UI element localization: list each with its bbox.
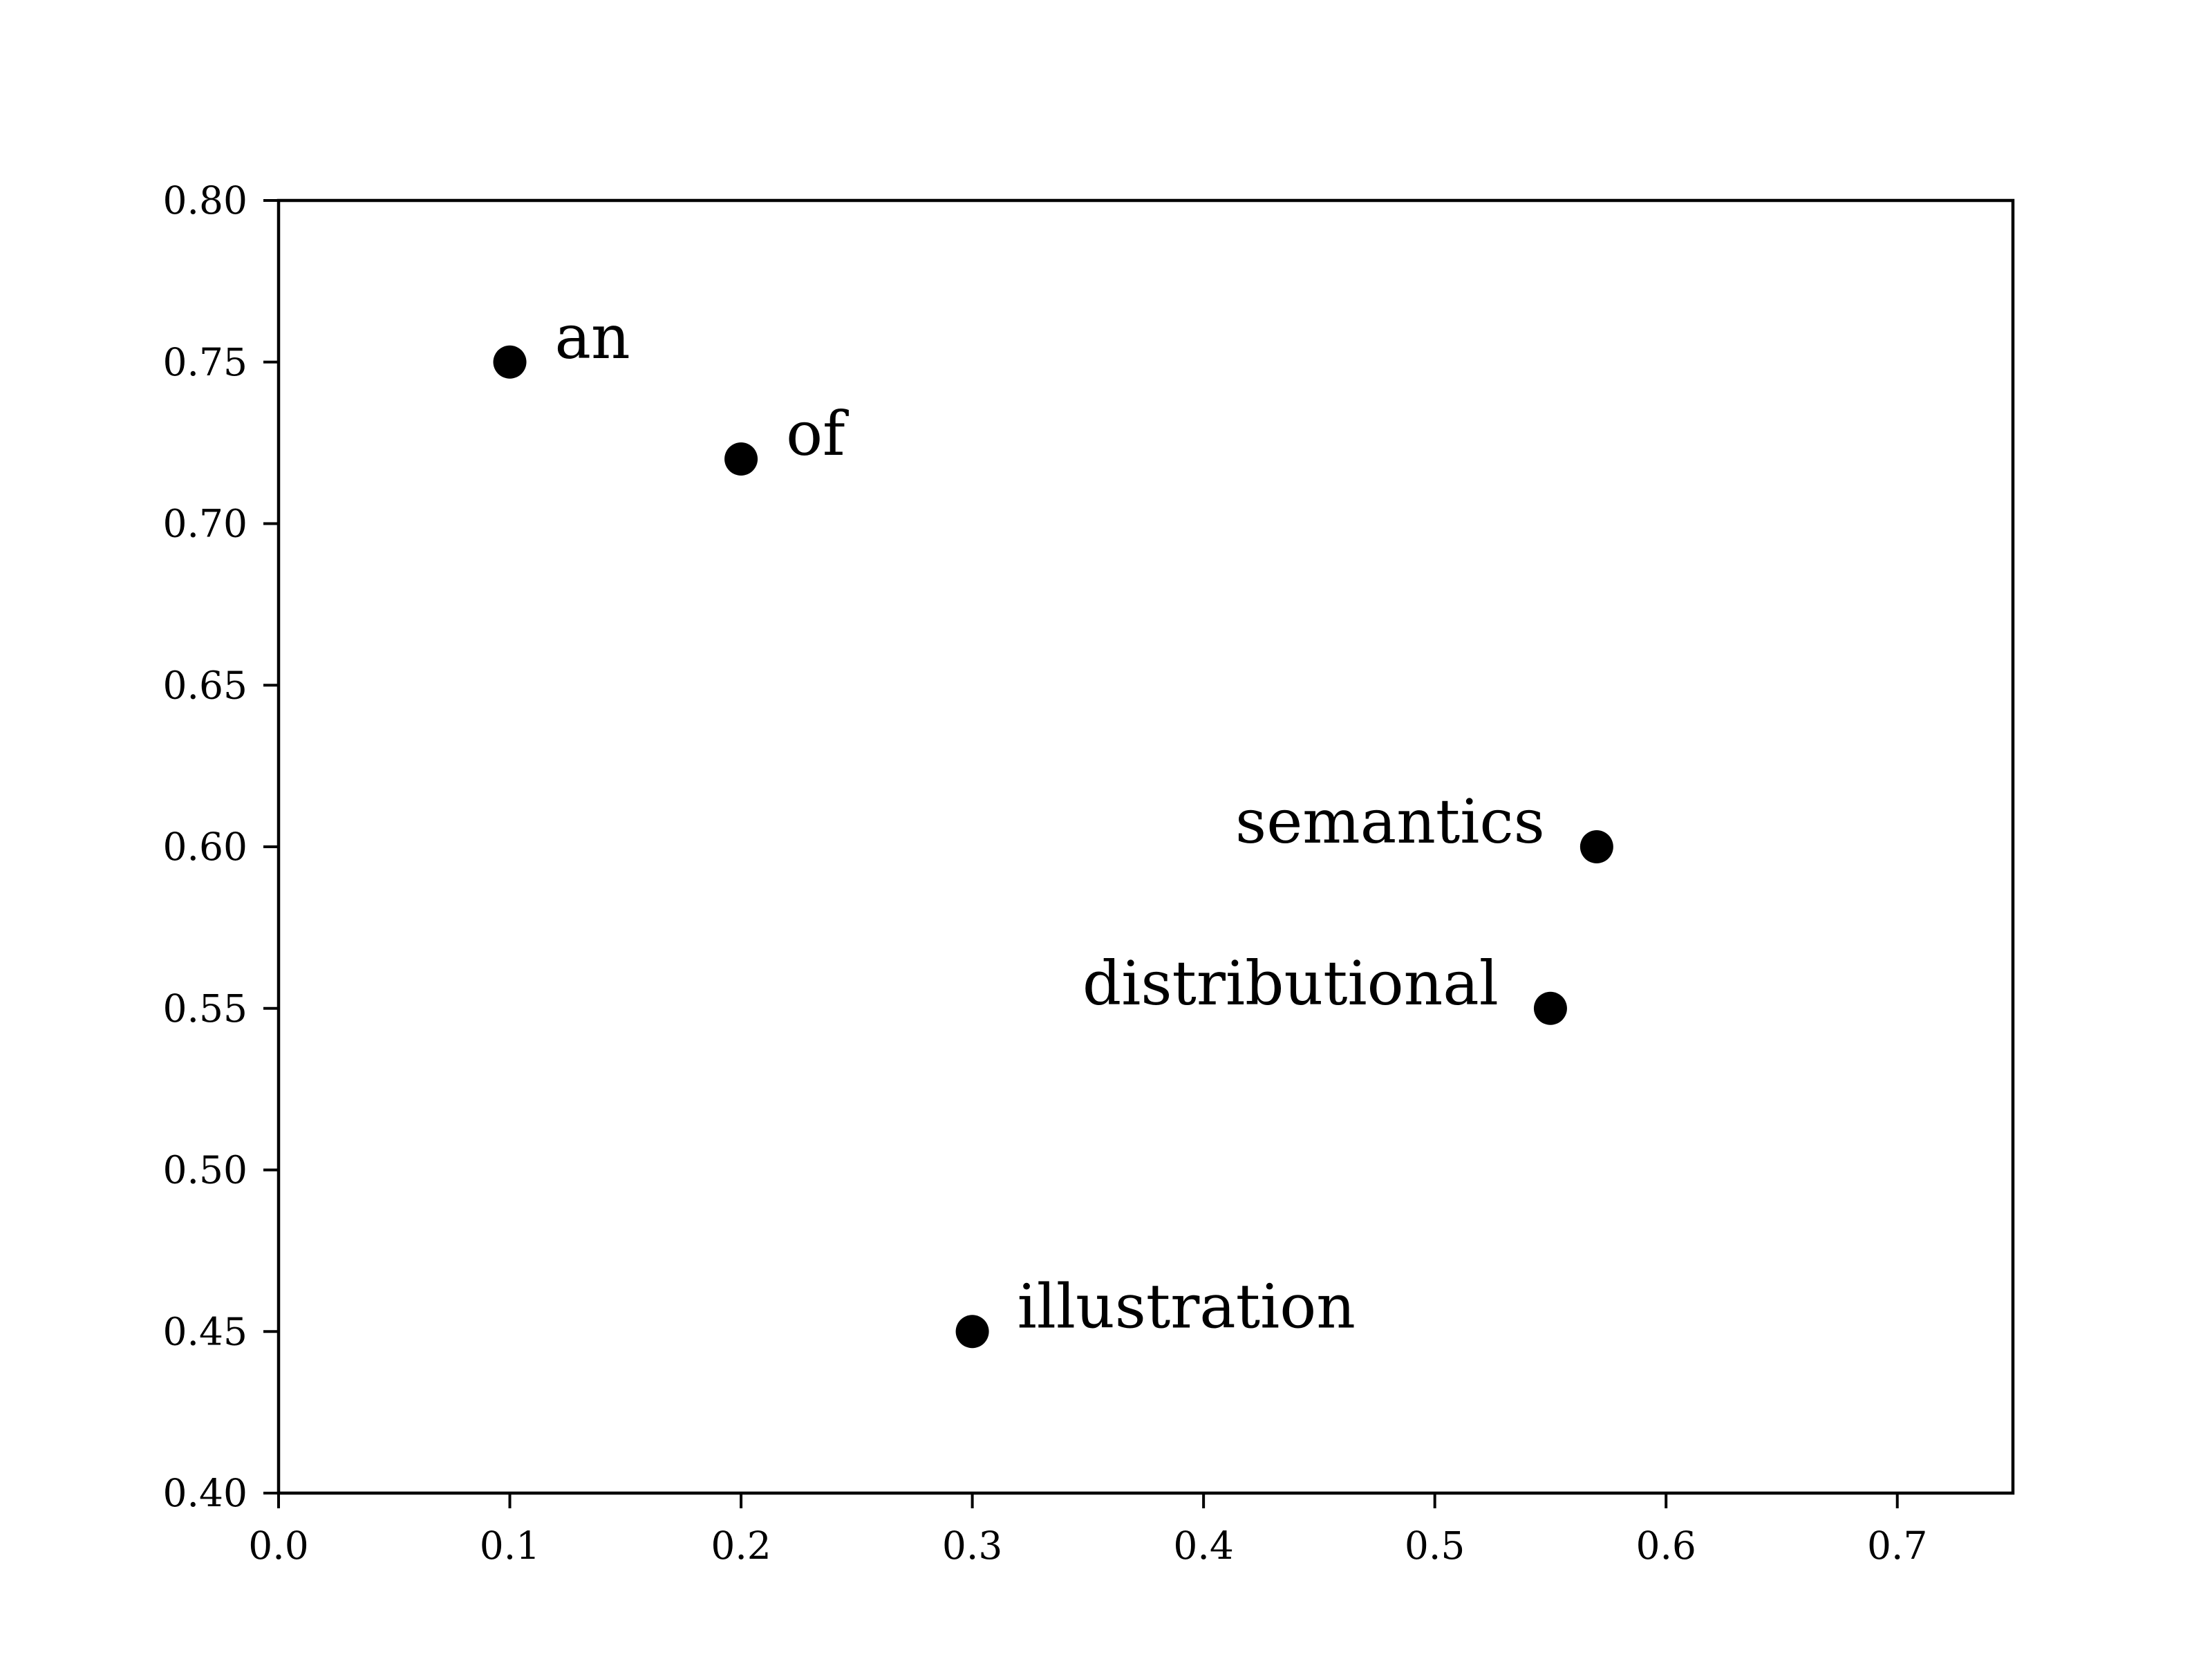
y-axis: 0.40 0.45 0.50 0.55 0.60 0.65 0.70 0.75 0.80 [163,178,279,1515]
x-axis: 0.0 0.1 0.2 0.3 0.4 0.5 0.6 0.7 [248,1493,1927,1568]
data-point [1533,991,1567,1025]
data-points: an of semantics distributional illustration [493,301,1613,1349]
point-label: distributional [1082,948,1499,1019]
point-label: of [786,398,849,469]
point-label: an [555,301,630,373]
y-tick-label: 0.70 [163,502,247,546]
data-point [493,345,527,379]
x-tick-label: 0.5 [1405,1524,1465,1568]
point-label: semantics [1235,786,1545,857]
y-tick-label: 0.50 [163,1148,247,1192]
data-point [955,1315,989,1349]
y-tick-label: 0.55 [163,986,247,1031]
y-tick-label: 0.65 [163,663,247,707]
point-label: illustration [1018,1271,1356,1342]
y-tick-label: 0.45 [163,1309,247,1353]
data-point [724,442,758,476]
x-tick-label: 0.4 [1173,1524,1233,1568]
x-tick-label: 0.0 [248,1524,308,1568]
y-tick-label: 0.80 [163,178,247,223]
x-tick-label: 0.6 [1635,1524,1696,1568]
x-tick-label: 0.2 [711,1524,771,1568]
y-tick-label: 0.60 [163,825,247,869]
x-tick-label: 0.7 [1867,1524,1927,1568]
x-tick-label: 0.3 [942,1524,1002,1568]
data-point [1580,830,1613,863]
x-tick-label: 0.1 [480,1524,540,1568]
y-tick-label: 0.75 [163,340,247,384]
y-tick-label: 0.40 [163,1471,247,1515]
